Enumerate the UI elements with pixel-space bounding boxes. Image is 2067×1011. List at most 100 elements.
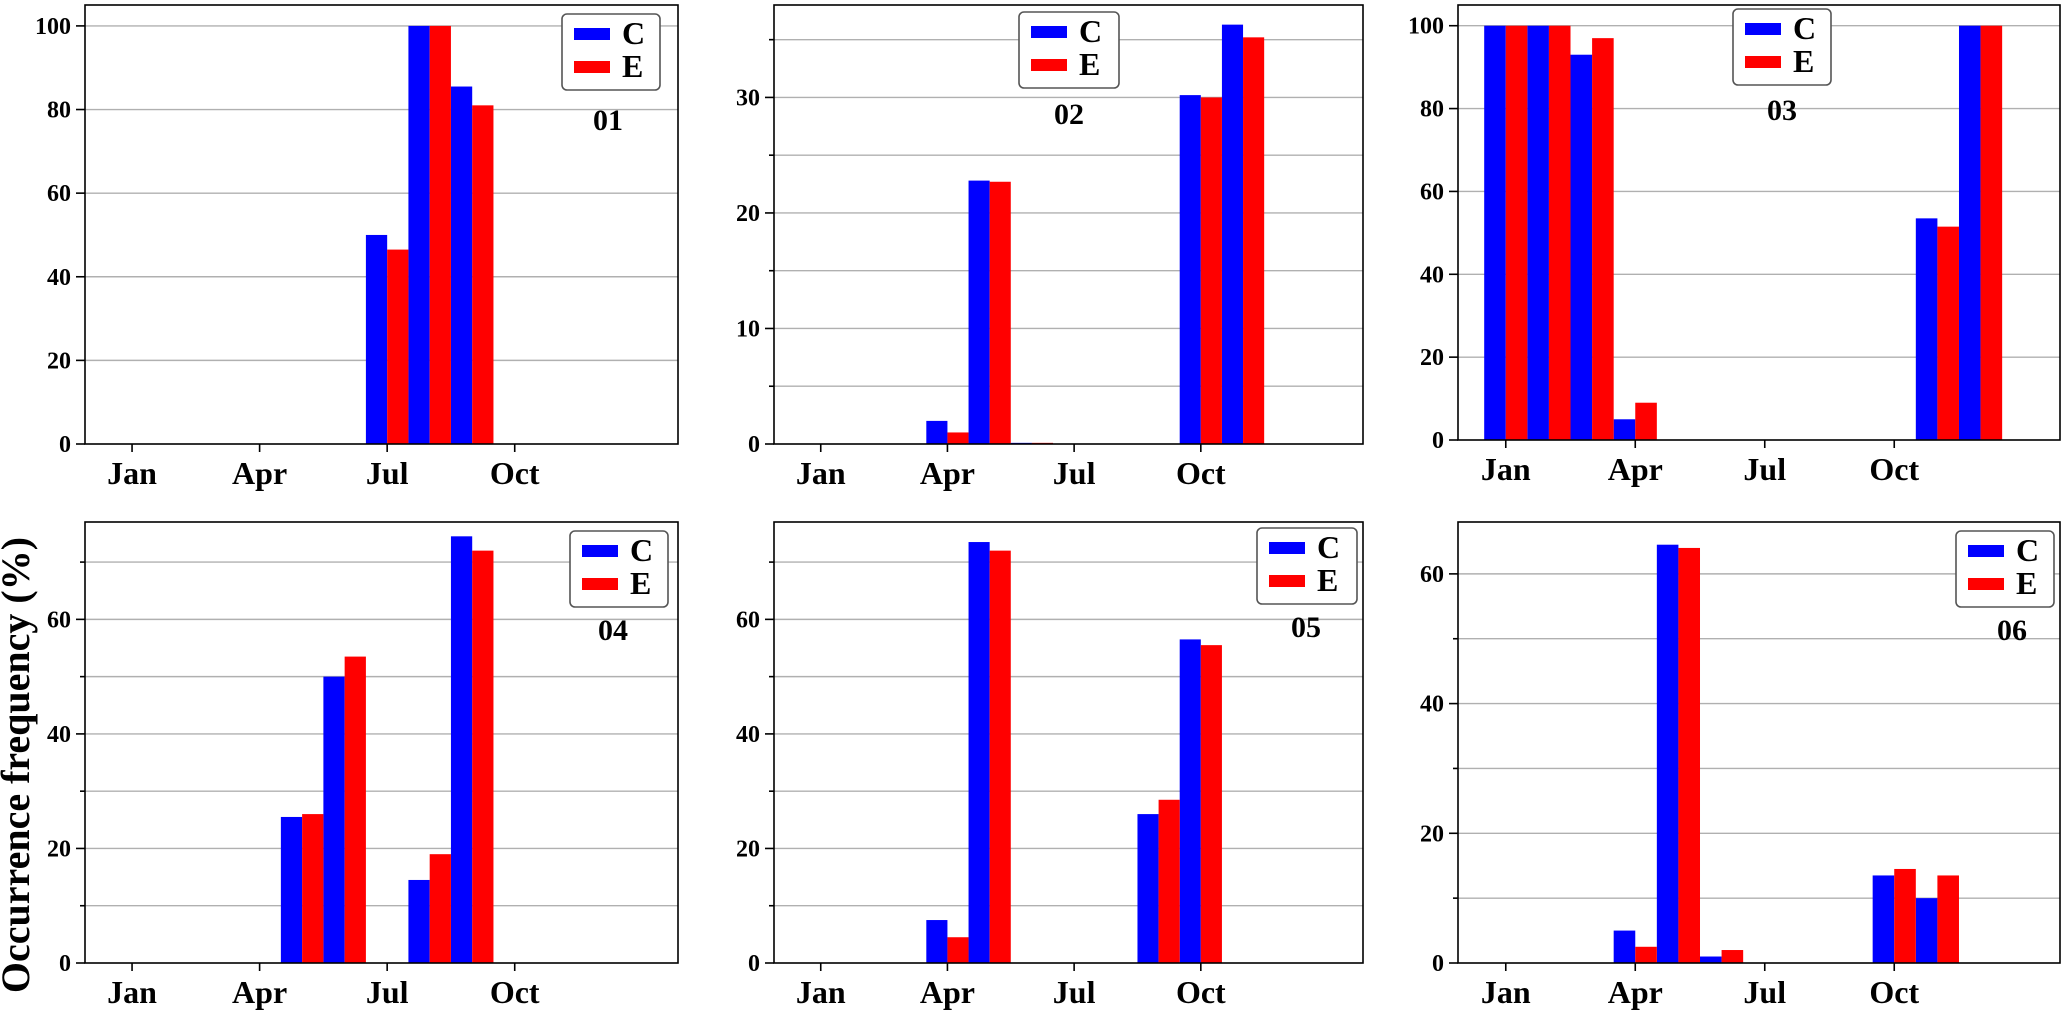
- axes-frame: [773, 521, 1364, 964]
- legend-swatch-E: [574, 61, 610, 73]
- bar-E-month-1: [1505, 25, 1528, 440]
- axes-frame: [84, 4, 679, 445]
- y-tick-label: 40: [1420, 262, 1444, 288]
- legend-label-E: E: [630, 565, 651, 601]
- x-tick-label: Oct: [490, 974, 540, 1010]
- bar-E-month-4: [947, 432, 969, 444]
- y-tick-label: 40: [1420, 692, 1444, 718]
- bar-E-month-10: [1894, 868, 1916, 963]
- y-tick-label: 10: [736, 316, 760, 342]
- x-tick-label: Jul: [366, 455, 409, 491]
- y-tick-label: 20: [736, 201, 760, 227]
- bar-C-month-10: [1179, 639, 1201, 963]
- bar-E-month-5: [989, 181, 1011, 445]
- bar-E-month-4: [1635, 402, 1657, 440]
- bar-E-month-3: [1592, 38, 1614, 441]
- bar-C-month-8: [408, 879, 430, 963]
- bar-E-month-6: [1721, 950, 1744, 963]
- bar-C-month-11: [1915, 218, 1938, 440]
- x-tick-label: Apr: [920, 974, 975, 1010]
- legend-box: [561, 13, 661, 91]
- bar-E-month-11: [1243, 37, 1265, 444]
- bar-E-month-8: [429, 25, 451, 445]
- bar-C-month-7: [365, 234, 388, 444]
- y-tick-label: 100: [35, 14, 71, 40]
- bar-E-month-2: [1548, 25, 1571, 440]
- x-tick-label: Jan: [107, 455, 157, 491]
- bar-E-month-9: [472, 105, 494, 444]
- bar-C-month-9: [450, 536, 473, 963]
- x-tick-label: Apr: [920, 455, 975, 491]
- y-tick-label: 20: [1420, 821, 1444, 847]
- y-tick-label: 30: [736, 85, 760, 111]
- x-tick-label: Jan: [1481, 974, 1531, 1010]
- panel-title: 06: [1997, 614, 2027, 647]
- x-tick-label: Jul: [1743, 974, 1786, 1010]
- bar-C-month-12: [1958, 25, 1981, 440]
- x-tick-label: Apr: [232, 455, 287, 491]
- panel-title: 04: [598, 614, 628, 647]
- y-tick-label: 0: [748, 951, 760, 977]
- axes-frame: [773, 4, 1364, 445]
- bar-C-month-5: [280, 816, 303, 963]
- bar-C-month-5: [968, 180, 990, 444]
- y-tick-label: 60: [736, 607, 760, 633]
- bar-C-month-10: [1872, 875, 1895, 963]
- legend-box: [1955, 530, 2055, 608]
- bar-E-month-5: [302, 814, 324, 963]
- panel-title: 01: [593, 104, 623, 137]
- bar-E-month-4: [1635, 946, 1657, 963]
- bar-E-month-5: [1678, 547, 1701, 963]
- bar-C-month-9: [450, 86, 473, 445]
- bar-C-month-4: [926, 420, 948, 444]
- legend-label-C: C: [2016, 532, 2039, 568]
- bar-C-month-5: [968, 542, 990, 963]
- y-tick-label: 80: [1420, 97, 1444, 123]
- y-tick-label: 0: [1432, 428, 1444, 454]
- legend-label-C: C: [1317, 529, 1340, 565]
- bar-C-month-5: [1656, 544, 1679, 963]
- x-tick-label: Jul: [1053, 455, 1096, 491]
- x-tick-label: Oct: [1869, 451, 1919, 487]
- bar-E-month-9: [472, 550, 494, 963]
- legend-label-C: C: [1079, 13, 1102, 49]
- legend-swatch-E: [1968, 578, 2004, 590]
- y-tick-label: 20: [47, 348, 71, 374]
- bar-C-month-3: [1570, 54, 1593, 440]
- y-tick-label: 100: [1408, 14, 1444, 40]
- y-tick-label: 60: [1420, 179, 1444, 205]
- bar-C-month-11: [1915, 898, 1938, 963]
- legend-box: [569, 530, 669, 608]
- x-tick-label: Jan: [1481, 451, 1531, 487]
- panel-title: 02: [1054, 98, 1084, 131]
- legend-label-C: C: [630, 532, 653, 568]
- bar-C-month-4: [1613, 930, 1636, 963]
- x-tick-label: Jul: [366, 974, 409, 1010]
- legend-swatch-C: [1968, 545, 2004, 557]
- legend-swatch-E: [1269, 575, 1305, 587]
- y-tick-label: 0: [748, 432, 760, 458]
- bar-E-month-9: [1158, 799, 1180, 963]
- legend-box: [1732, 8, 1832, 86]
- y-tick-label: 20: [47, 836, 71, 862]
- legend-swatch-C: [574, 28, 610, 40]
- x-tick-label: Apr: [1608, 451, 1663, 487]
- y-tick-label: 40: [47, 722, 71, 748]
- bar-C-month-4: [1613, 419, 1636, 440]
- x-tick-label: Jul: [1743, 451, 1786, 487]
- bar-C-month-10: [1179, 95, 1201, 444]
- legend-box: [1018, 11, 1120, 89]
- y-tick-label: 0: [59, 432, 71, 458]
- y-tick-label: 20: [736, 836, 760, 862]
- x-tick-label: Oct: [490, 455, 540, 491]
- legend-label-C: C: [622, 15, 645, 51]
- bar-C-month-1: [1484, 25, 1506, 440]
- legend-box: [1256, 527, 1358, 605]
- bar-E-month-11: [1937, 875, 1959, 963]
- legend-swatch-E: [582, 578, 618, 590]
- legend-label-E: E: [622, 48, 643, 84]
- y-tick-label: 0: [1432, 951, 1444, 977]
- bar-C-month-11: [1221, 24, 1244, 445]
- bar-C-month-6: [323, 676, 345, 963]
